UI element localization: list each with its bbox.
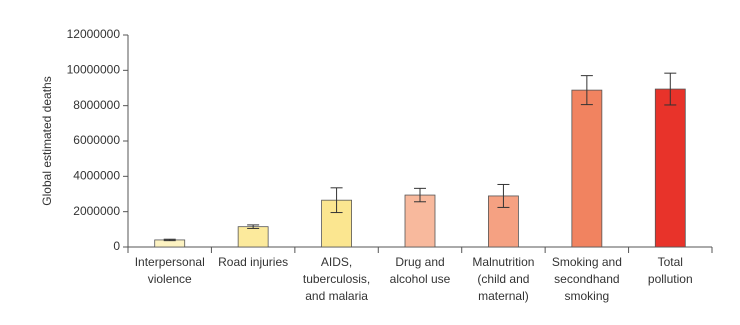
x-tick-label: Total <box>658 255 683 269</box>
error-bar <box>330 187 343 214</box>
error-bar <box>580 75 593 106</box>
x-tick-label: (child and <box>477 272 529 286</box>
error-bar <box>664 72 677 106</box>
bar <box>404 194 436 248</box>
x-tick-label: AIDS, <box>321 255 352 269</box>
error-bar <box>247 224 260 229</box>
bar <box>237 226 269 248</box>
x-tick-label: Smoking and <box>552 255 622 269</box>
x-tick-label: violence <box>148 272 192 286</box>
x-tick-label: alcohol use <box>390 272 451 286</box>
x-tick-label: Interpersonal <box>135 255 205 269</box>
y-tick-label: 8000000 <box>73 98 120 112</box>
x-tick-label: Drug and <box>395 255 444 269</box>
y-tick-label: 10000000 <box>67 63 121 77</box>
x-tick-label: and malaria <box>305 289 368 303</box>
x-tick-label: tuberculosis, <box>303 272 370 286</box>
error-bar <box>497 183 510 208</box>
y-tick-label: 2000000 <box>73 204 120 218</box>
y-tick-label: 12000000 <box>67 27 121 41</box>
y-axis-label: Global estimated deaths <box>40 76 54 205</box>
y-tick-label: 6000000 <box>73 133 120 147</box>
bar <box>571 89 603 248</box>
y-tick-label: 4000000 <box>73 169 120 183</box>
bar <box>321 199 352 248</box>
x-tick-label: maternal) <box>478 289 529 303</box>
x-tick-label: Malnutrition <box>472 255 534 269</box>
x-tick-label: secondhand <box>554 272 619 286</box>
x-tick-label: Road injuries <box>218 255 288 269</box>
y-tick-label: 0 <box>113 239 120 253</box>
x-tick-label: smoking <box>565 289 610 303</box>
error-bar <box>414 187 426 203</box>
bar <box>654 88 686 248</box>
error-bar <box>163 238 176 242</box>
x-tick-label: pollution <box>648 272 693 286</box>
